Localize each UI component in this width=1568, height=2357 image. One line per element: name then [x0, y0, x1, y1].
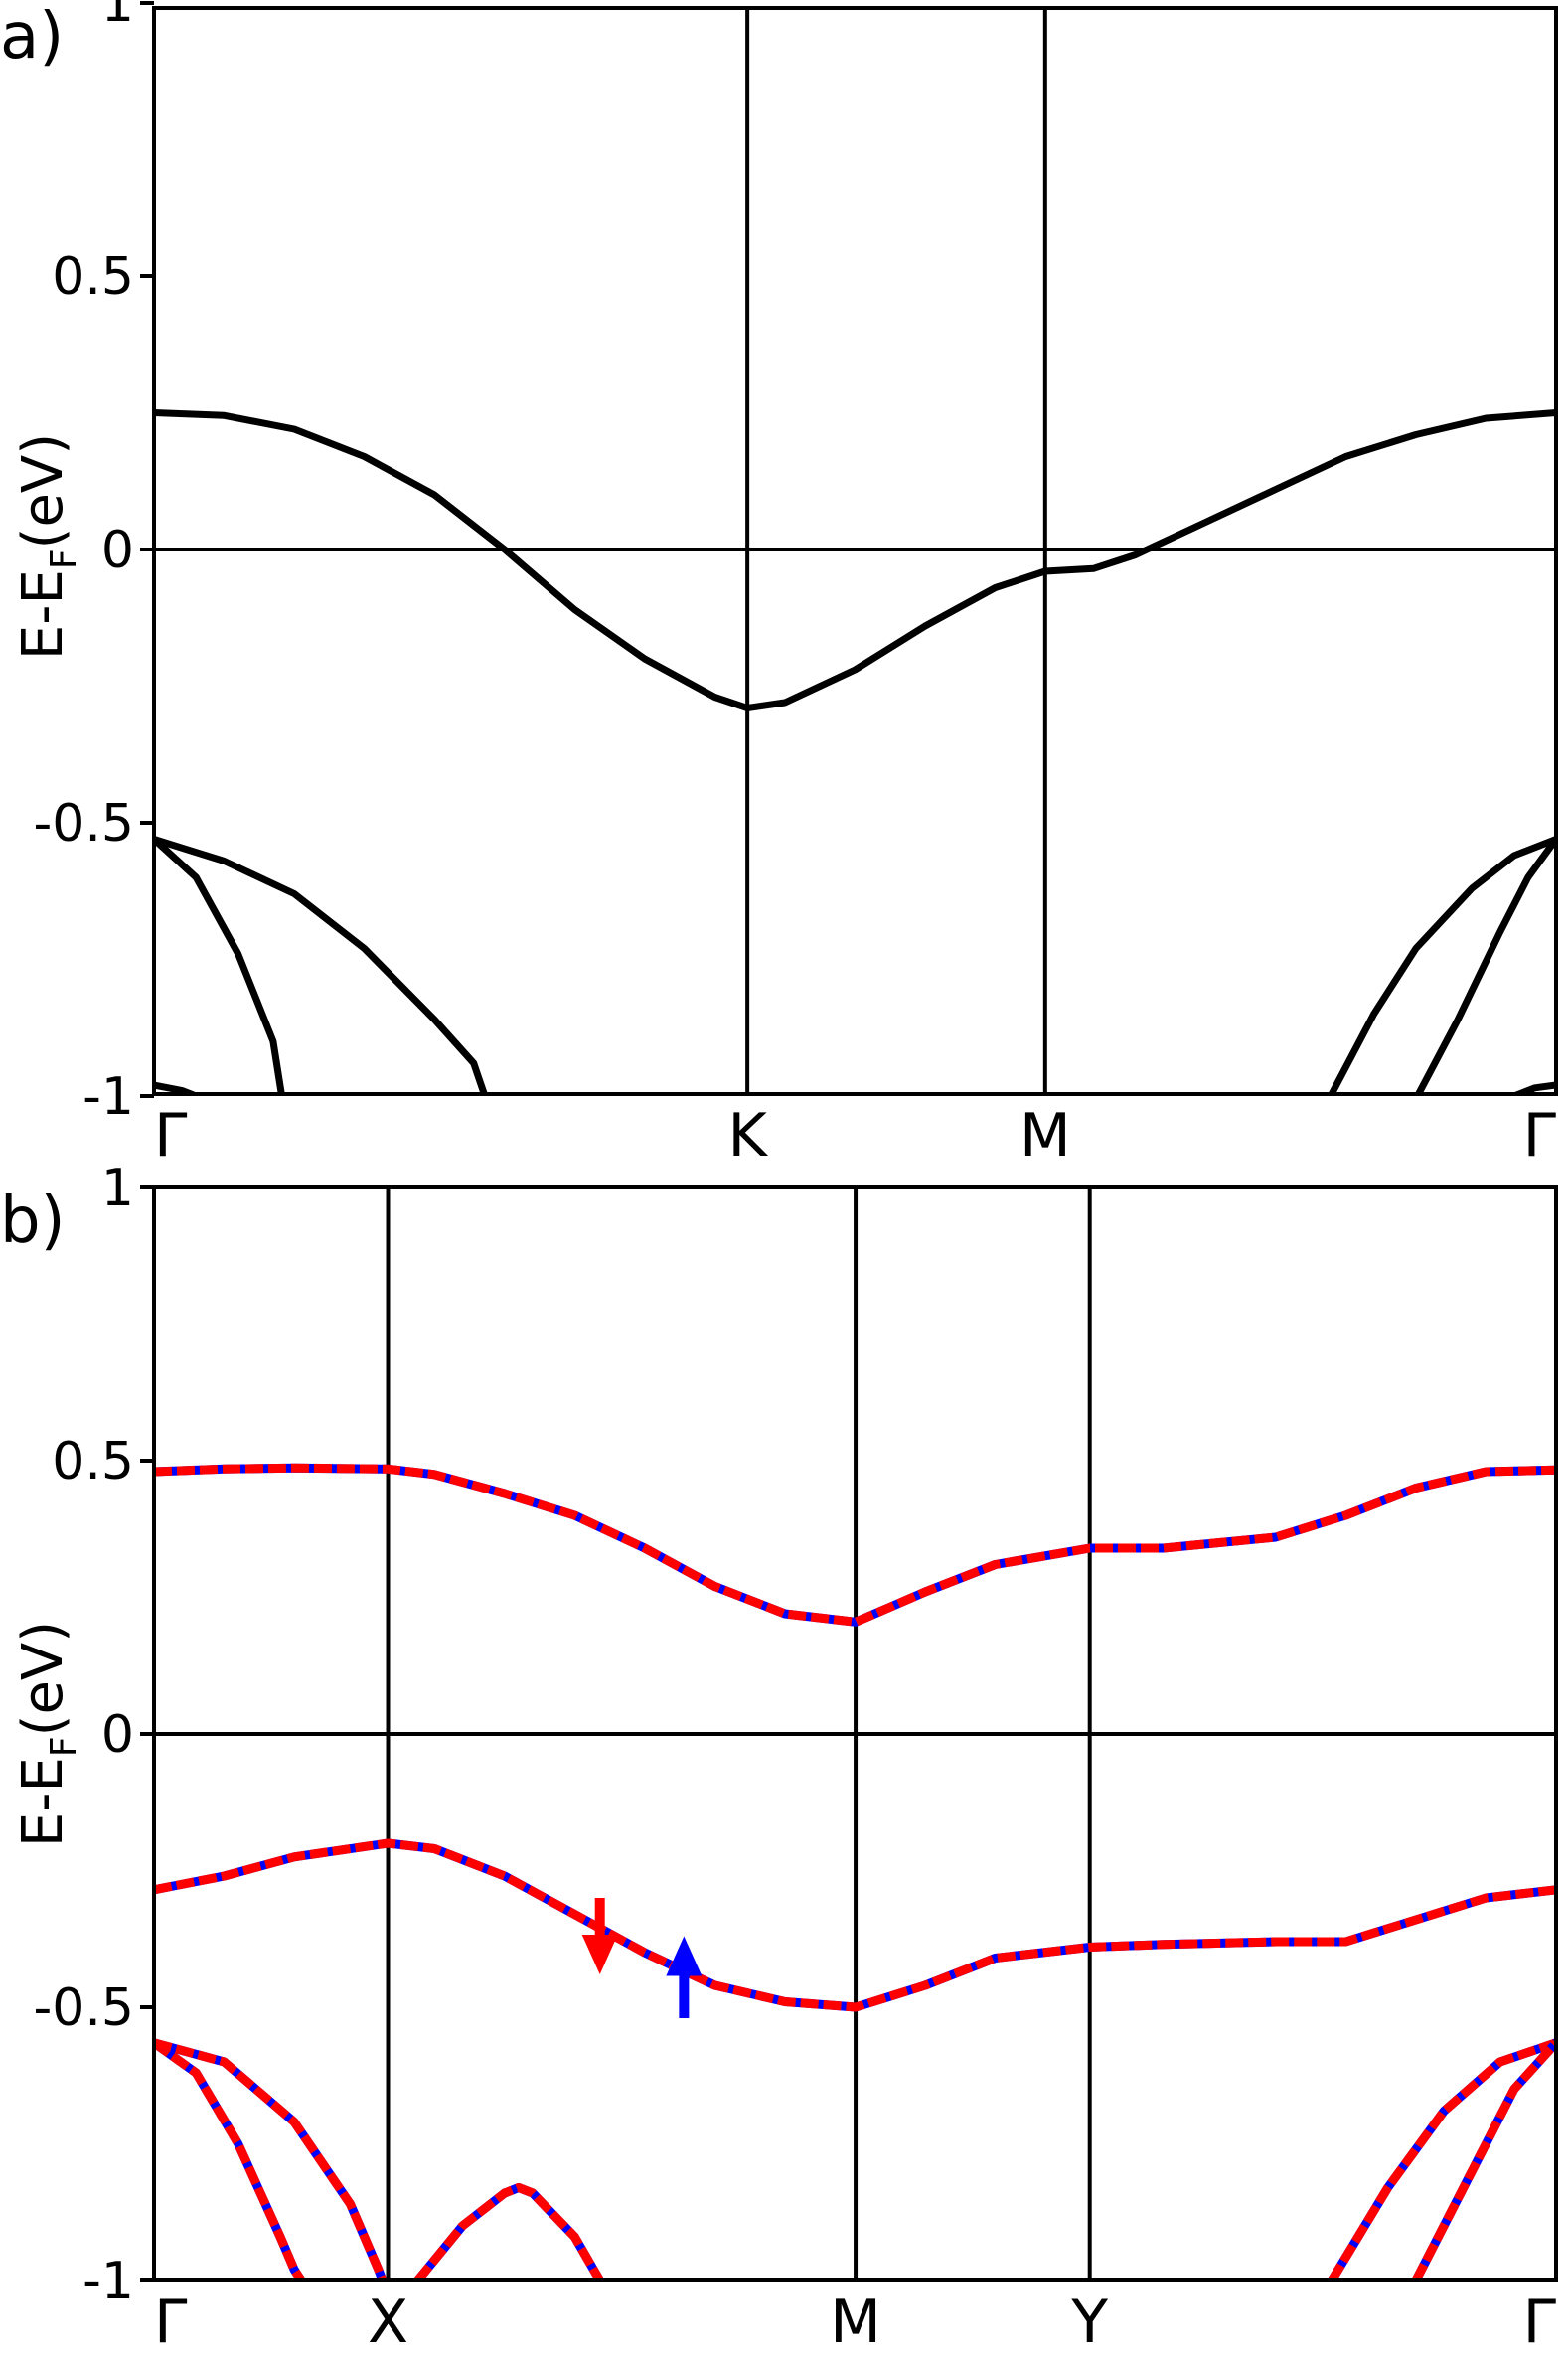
y-tick-label: 1: [101, 0, 134, 34]
spin-up-arrow-icon: [666, 1936, 703, 2018]
plot-frame-a: [152, 6, 1558, 1096]
kpoint-label: Γ: [1523, 2287, 1557, 2357]
y-tick-label: 1: [101, 1159, 134, 1218]
kpoint-label: Y: [1070, 2287, 1108, 2357]
y-tick-label: 0.5: [52, 1432, 134, 1492]
spin-down-arrow-icon: [581, 1898, 618, 1974]
band-spin-down: [413, 2183, 604, 2280]
y-tick-label: -1: [82, 1067, 134, 1127]
panel-b: b) E-EF(eV) 1 0.5 0 -0.5 -1 Γ X M Y Γ: [0, 1159, 1558, 2357]
band-line: [154, 1081, 201, 1094]
y-axis-title-b: E-EF(eV): [11, 1621, 84, 1847]
band-line: [1510, 1081, 1556, 1094]
band-spin-up: [154, 2038, 388, 2280]
band-line: [154, 836, 488, 1094]
panel-label-b: b): [0, 1184, 66, 1258]
band-line: [154, 836, 285, 1094]
band-spin-down: [1328, 2038, 1556, 2280]
band-spin-down: [1411, 2039, 1556, 2280]
y-axis-title-a: E-EF(eV): [11, 433, 84, 660]
y-tick-label: 0: [101, 1705, 134, 1765]
band-spin-down: [154, 1463, 1556, 1627]
band-spin-down: [154, 2039, 305, 2280]
kpoint-label: X: [368, 2287, 408, 2357]
y-tick-label: 0: [101, 521, 134, 580]
y-tick-label: -0.5: [34, 1978, 134, 2038]
y-tick-label: 0.5: [52, 247, 134, 307]
band-line: [1328, 836, 1556, 1094]
kpoint-label: M: [830, 2287, 881, 2357]
kpoint-label: K: [727, 1101, 768, 1171]
panel-label-a: a): [0, 0, 64, 74]
plot-frame-b: [152, 1185, 1558, 2282]
y-tick-label: -0.5: [34, 794, 134, 854]
band-line: [1414, 836, 1556, 1094]
band-line: [154, 409, 1556, 711]
band-spin-down: [154, 1838, 1556, 2012]
kpoint-label: Γ: [1523, 1101, 1557, 1171]
panel-a: a) E-EF(eV) 1 0.5 0 -0.5 -1 Γ K M Γ: [0, 0, 1558, 1171]
kpoint-label: Γ: [154, 2287, 188, 2357]
kpoint-label: M: [1019, 1101, 1071, 1171]
kpoint-label: Γ: [154, 1101, 188, 1171]
y-tick-label: -1: [82, 2252, 134, 2311]
band-spin-down: [154, 2038, 388, 2280]
